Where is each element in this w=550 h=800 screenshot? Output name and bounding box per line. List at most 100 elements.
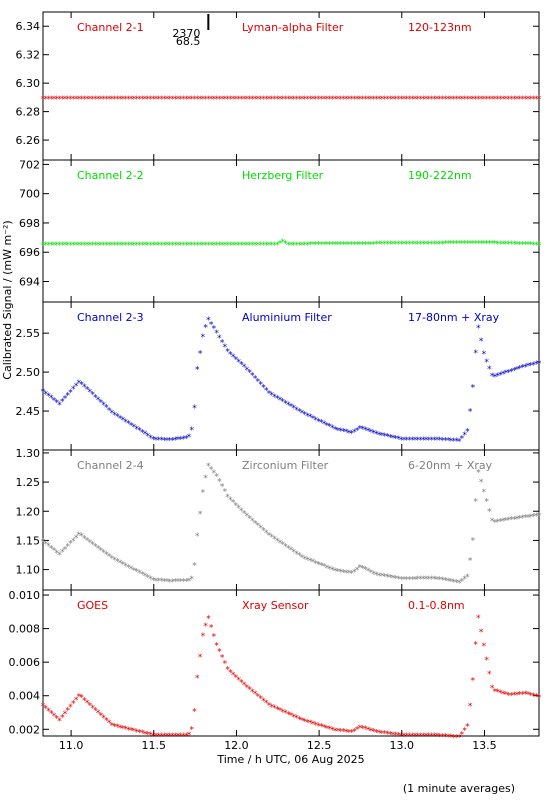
- series-markers: ****************************************…: [41, 614, 542, 744]
- data-point: *: [484, 358, 489, 368]
- data-point: *: [410, 436, 415, 446]
- data-point: *: [181, 577, 186, 587]
- data-point: *: [286, 544, 291, 554]
- data-point: *: [440, 436, 445, 446]
- x-tick-label: 11.0: [59, 739, 84, 752]
- data-point: *: [223, 95, 228, 105]
- data-point: *: [432, 732, 437, 742]
- data-point: *: [55, 714, 60, 724]
- data-point: *: [99, 547, 104, 557]
- data-point: *: [247, 686, 252, 696]
- data-point: *: [327, 423, 332, 433]
- data-point: *: [440, 95, 445, 105]
- data-point: *: [93, 393, 98, 403]
- data-point: *: [404, 436, 409, 446]
- data-point: *: [311, 241, 316, 251]
- data-point: *: [380, 95, 385, 105]
- data-point: *: [126, 563, 131, 573]
- data-point: *: [515, 515, 520, 525]
- panel-1: 6.26 6.28 6.30 6.32 6.34 Channel 2-1 Lyman-alp…: [16, 11, 542, 161]
- data-point: *: [258, 524, 263, 534]
- data-point: *: [203, 324, 208, 334]
- data-point: *: [206, 462, 211, 472]
- data-point: *: [66, 706, 71, 716]
- data-point: *: [187, 731, 192, 741]
- data-point: *: [473, 240, 478, 250]
- data-point: *: [388, 95, 393, 105]
- data-point: *: [217, 95, 222, 105]
- data-point: *: [413, 732, 418, 742]
- data-point: *: [537, 360, 542, 370]
- footnote: (1 minute averages): [403, 782, 515, 795]
- data-point: *: [504, 517, 509, 527]
- data-point: *: [385, 95, 390, 105]
- data-point: *: [311, 95, 316, 105]
- data-point: *: [424, 95, 429, 105]
- data-point: *: [96, 544, 101, 554]
- data-point: *: [413, 575, 418, 585]
- data-point: *: [192, 707, 197, 717]
- data-point: *: [314, 95, 319, 105]
- data-point: *: [280, 541, 285, 551]
- data-point: *: [506, 240, 511, 250]
- data-point: *: [399, 436, 404, 446]
- data-point: *: [148, 575, 153, 585]
- data-point: *: [416, 95, 421, 105]
- data-point: *: [154, 95, 159, 105]
- data-point: *: [517, 240, 522, 250]
- data-point: *: [531, 692, 536, 702]
- data-point: *: [121, 724, 126, 734]
- data-point: *: [192, 241, 197, 251]
- data-point: *: [454, 437, 459, 447]
- data-point: *: [407, 436, 412, 446]
- data-point: *: [479, 337, 484, 347]
- data-point: *: [115, 241, 120, 251]
- data-point: *: [247, 369, 252, 379]
- data-point: *: [201, 333, 206, 343]
- data-point: *: [369, 727, 374, 737]
- data-point: *: [140, 428, 145, 438]
- data-point: *: [82, 383, 87, 393]
- data-point: *: [187, 433, 192, 443]
- data-point: *: [347, 240, 352, 250]
- data-point: *: [344, 428, 349, 438]
- data-point: *: [137, 569, 142, 579]
- data-point: *: [220, 241, 225, 251]
- data-point: *: [126, 241, 131, 251]
- data-point: *: [537, 241, 542, 251]
- data-point: *: [68, 388, 73, 398]
- data-point: *: [294, 406, 299, 416]
- data-point: *: [393, 575, 398, 585]
- data-point: *: [338, 568, 343, 578]
- data-point: *: [504, 240, 509, 250]
- data-point: *: [99, 241, 104, 251]
- data-point: *: [46, 392, 51, 402]
- data-point: *: [162, 577, 167, 587]
- data-point: *: [90, 391, 95, 401]
- data-point: *: [52, 241, 57, 251]
- data-point: *: [88, 388, 93, 398]
- data-point: *: [316, 95, 321, 105]
- data-point: *: [168, 732, 173, 742]
- data-point: *: [534, 95, 539, 105]
- data-point: *: [366, 726, 371, 736]
- data-point: *: [523, 241, 528, 251]
- data-point: *: [44, 241, 49, 251]
- band-label: 190-222nm: [408, 169, 472, 182]
- data-point: *: [358, 425, 363, 435]
- data-point: *: [176, 436, 181, 446]
- data-point: *: [195, 241, 200, 251]
- data-point: *: [476, 614, 481, 624]
- data-point: *: [314, 559, 319, 569]
- data-point: *: [236, 95, 241, 105]
- data-point: *: [137, 95, 142, 105]
- y-tick-label: 2.50: [16, 366, 41, 379]
- data-point: *: [402, 436, 407, 446]
- data-point: *: [377, 240, 382, 250]
- data-point: *: [498, 95, 503, 105]
- data-point: *: [338, 727, 343, 737]
- data-point: *: [435, 436, 440, 446]
- data-point: *: [151, 436, 156, 446]
- data-point: *: [490, 517, 495, 527]
